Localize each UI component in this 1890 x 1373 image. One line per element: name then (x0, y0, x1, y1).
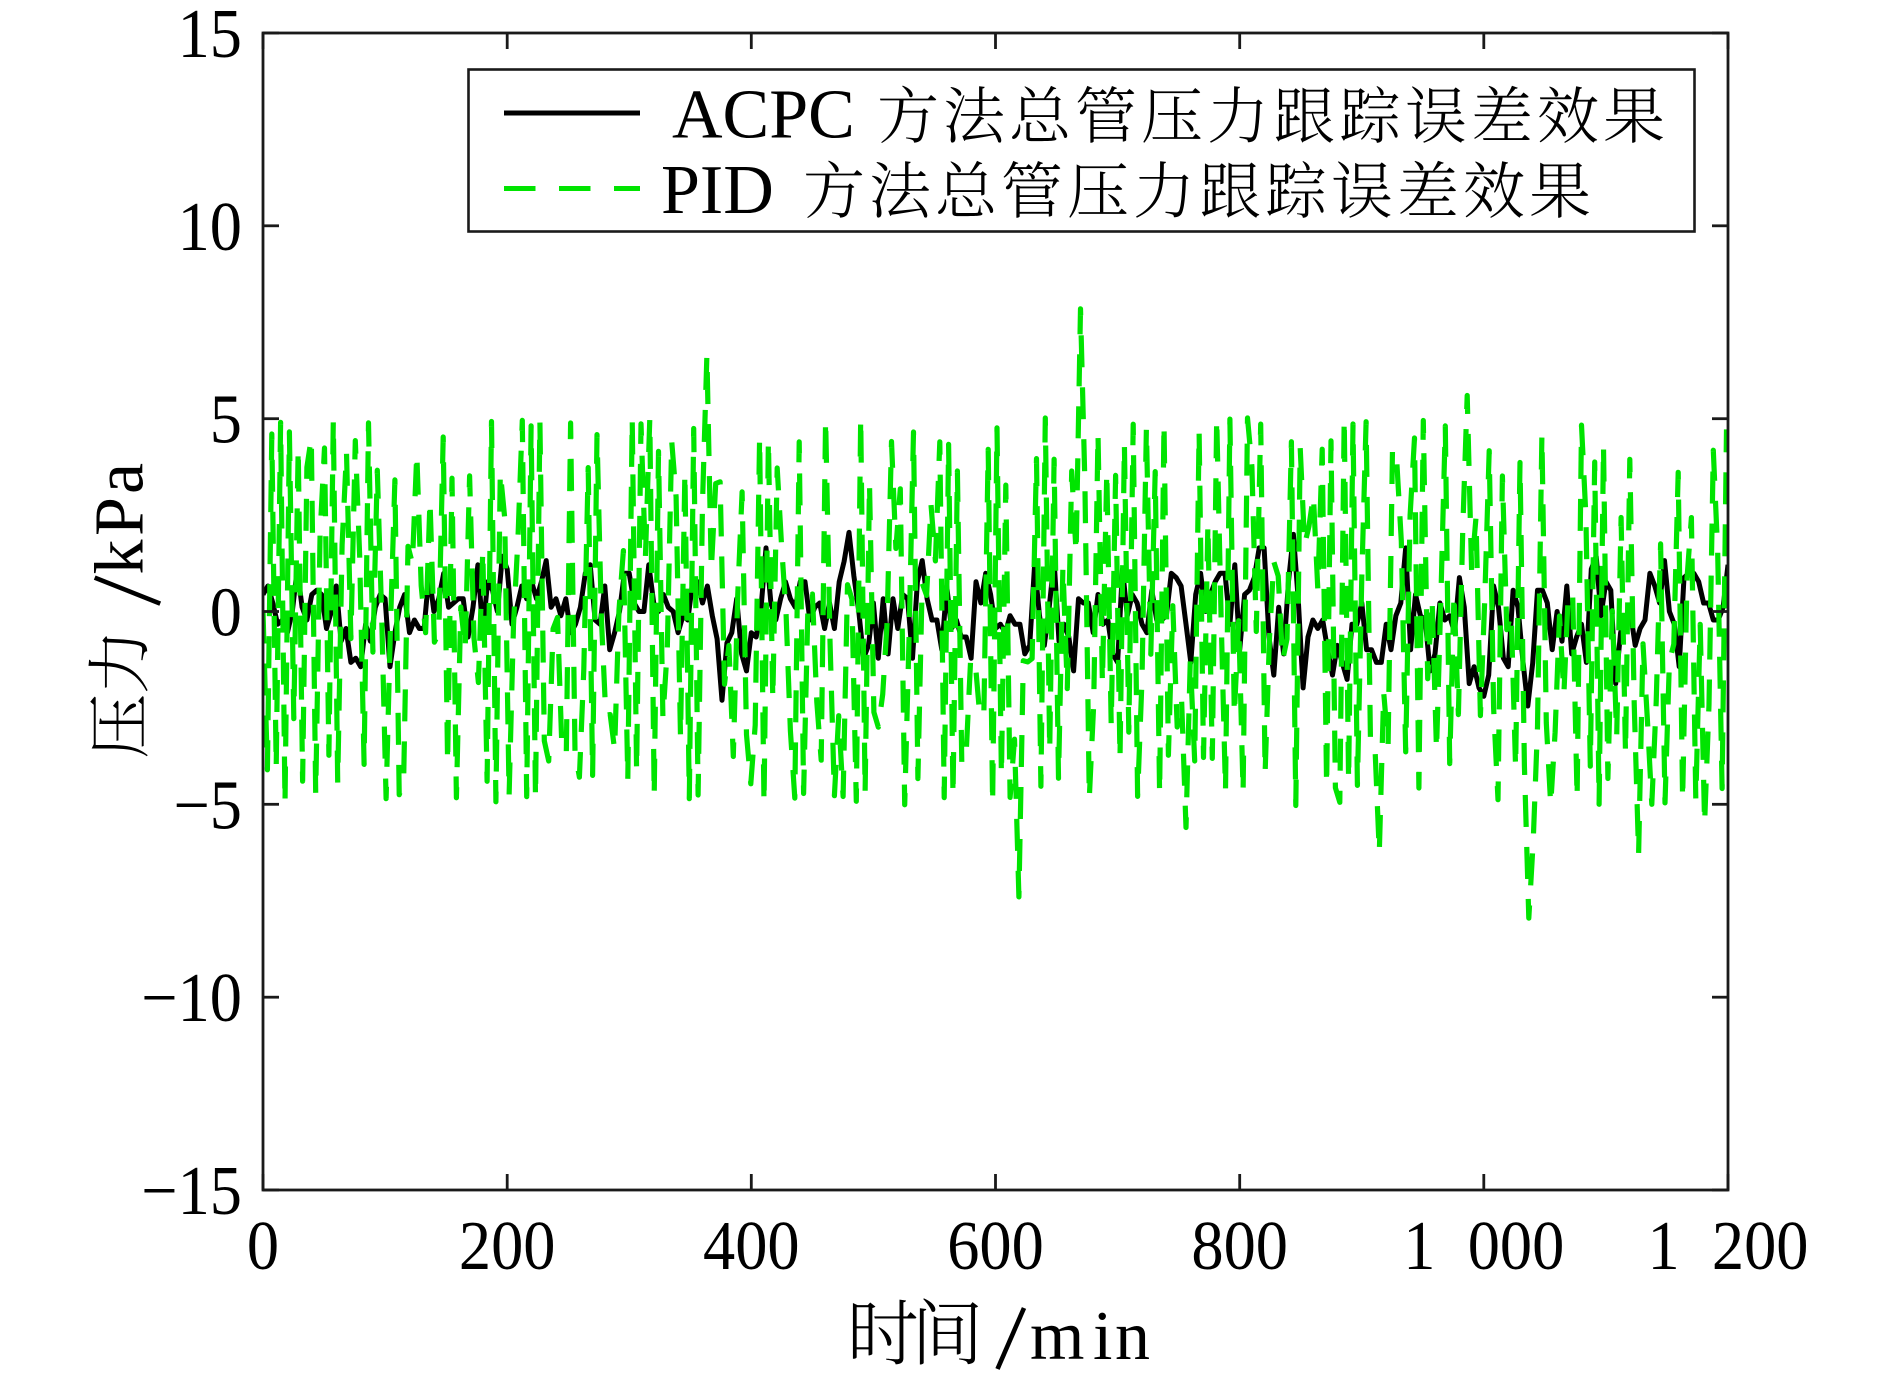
svg-text:P: P (82, 497, 159, 536)
svg-text:m: m (1030, 1298, 1084, 1373)
svg-text:1 000: 1 000 (1403, 1207, 1564, 1285)
svg-text:−5: −5 (173, 766, 242, 844)
svg-text:200: 200 (459, 1207, 556, 1285)
svg-text:PID: PID (661, 152, 774, 229)
svg-text:10: 10 (178, 187, 242, 265)
svg-text:0: 0 (210, 573, 242, 651)
svg-text:15: 15 (178, 0, 242, 73)
svg-text:400: 400 (703, 1207, 800, 1285)
svg-text:600: 600 (947, 1207, 1044, 1285)
svg-text:i: i (1093, 1298, 1112, 1373)
svg-text:ACPC: ACPC (672, 77, 855, 154)
svg-text:k: k (82, 540, 159, 575)
svg-text:5: 5 (210, 380, 242, 458)
svg-text:−15: −15 (141, 1152, 242, 1230)
svg-text:800: 800 (1191, 1207, 1288, 1285)
svg-text:1 200: 1 200 (1648, 1207, 1809, 1285)
svg-text:a: a (82, 463, 159, 494)
svg-text:n: n (1115, 1298, 1150, 1373)
svg-text:−10: −10 (141, 959, 242, 1037)
svg-text:0: 0 (247, 1207, 279, 1285)
